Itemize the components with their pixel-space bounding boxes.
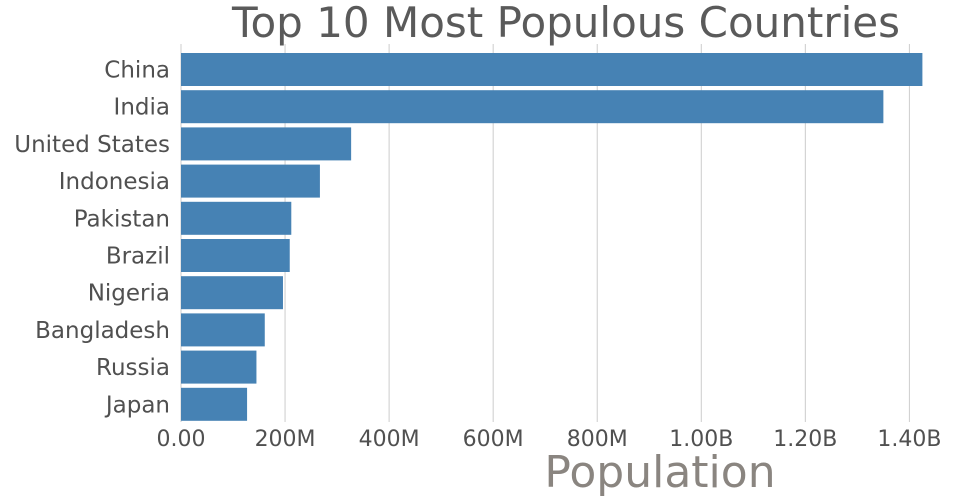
bar-bangladesh [181,313,265,347]
bar-united-states [181,127,352,161]
category-label: Indonesia [59,169,170,195]
x-tick-label: 1.00B [669,427,733,452]
x-tick-label: 1.40B [877,427,941,452]
bar-russia [181,350,257,384]
bar-china [181,53,923,86]
category-label: Brazil [106,244,170,270]
category-label: Japan [104,392,170,418]
category-label: United States [14,132,170,158]
bar-pakistan [181,201,292,235]
chart-title: Top 10 Most Populous Countries [231,0,900,47]
x-tick-label: 800M [567,427,628,452]
x-tick-label: 400M [359,427,420,452]
bar-brazil [181,239,290,272]
category-label: Nigeria [88,281,170,307]
bar-india [181,90,884,124]
category-label: Pakistan [74,206,170,232]
category-labels: China India United States Indonesia Pakistan… [14,58,170,419]
bar-indonesia [181,164,320,198]
category-label: Russia [96,355,170,381]
x-tick-label: 1.20B [773,427,837,452]
x-tick-label: 600M [463,427,524,452]
x-tick-label: 200M [255,427,316,452]
x-axis-title: Population [544,447,775,498]
category-label: China [104,58,170,84]
x-tick-label: 0.00 [157,427,206,452]
bars [181,53,923,421]
bar-japan [181,387,248,421]
bar-nigeria [181,276,283,310]
x-axis-ticks: 0.00 200M 400M 600M 800M 1.00B 1.20B 1.40B [157,427,942,452]
category-label: Bangladesh [35,318,170,344]
category-label: India [114,95,170,121]
